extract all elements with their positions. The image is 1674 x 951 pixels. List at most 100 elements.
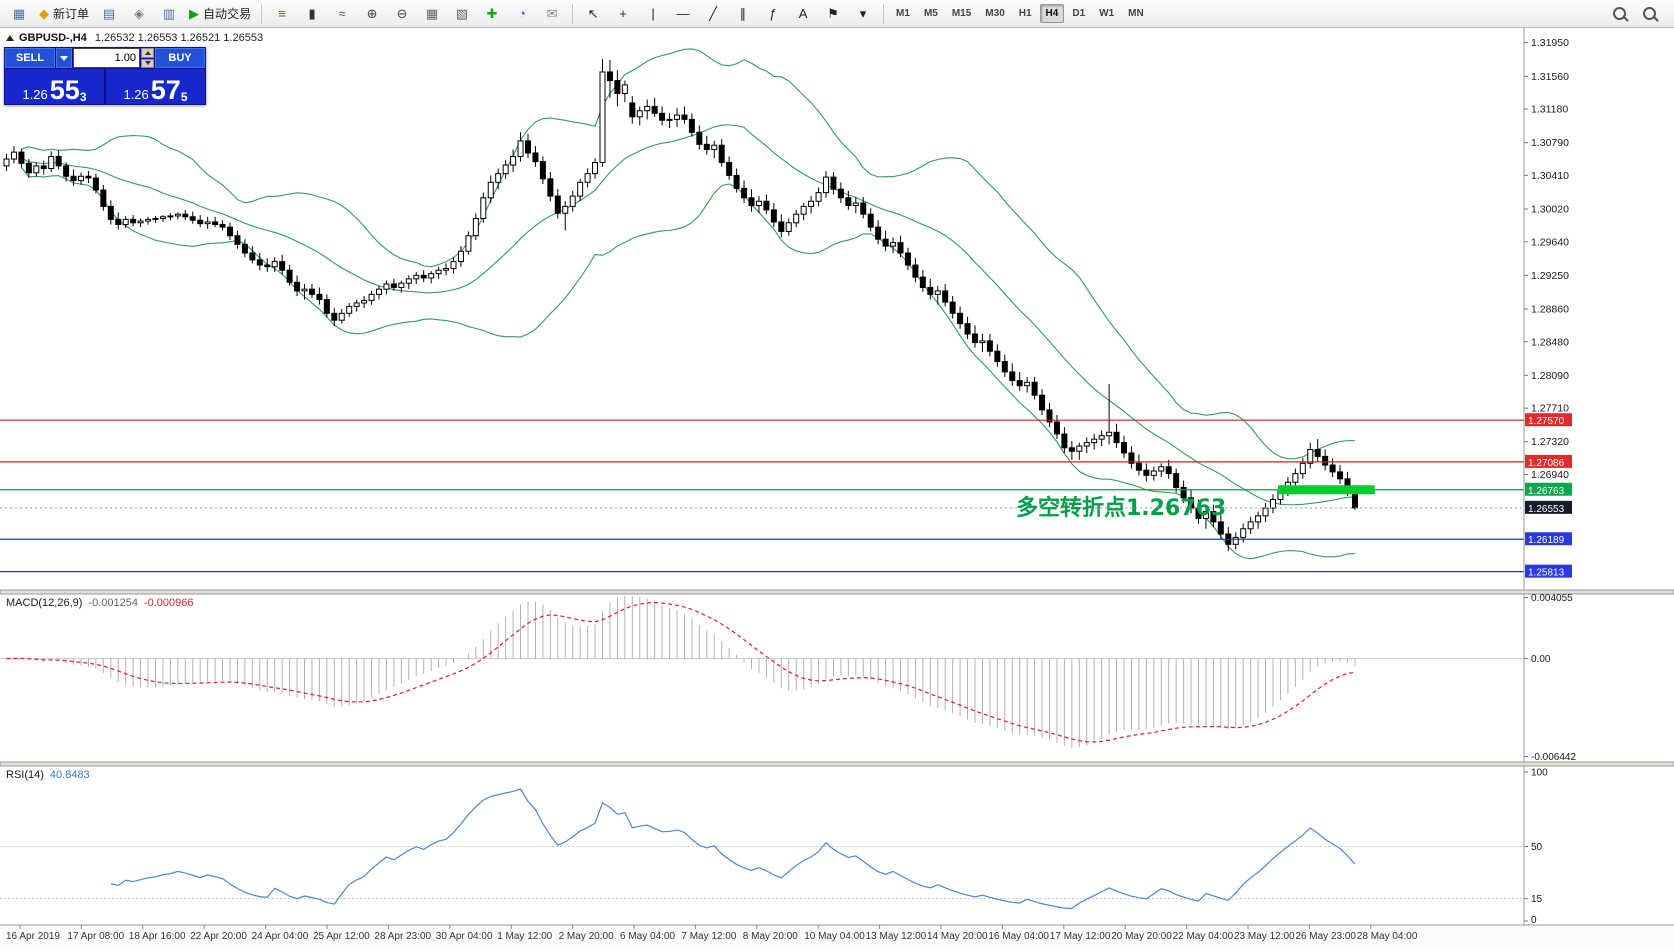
buy-price-big: 57 <box>150 75 181 105</box>
channel-icon[interactable]: ∥ <box>729 3 757 25</box>
templates-icon[interactable]: ✉ <box>538 3 566 25</box>
svg-text:6 May 04:00: 6 May 04:00 <box>620 931 675 942</box>
zoom-out-icon: ⊖ <box>396 6 408 21</box>
horizontal-line-icon: — <box>676 6 690 21</box>
svg-text:1.29640: 1.29640 <box>1531 236 1569 248</box>
timeframe-m15-button[interactable]: M15 <box>951 8 972 19</box>
svg-text:13 May 12:00: 13 May 12:00 <box>866 931 927 942</box>
sell-price-display[interactable]: 1.26 55 3 <box>5 69 104 104</box>
candles-layer <box>3 59 1358 552</box>
zoom-in-icon[interactable]: ⊕ <box>358 3 386 25</box>
autotrading-button[interactable]: ▶ 自动交易 <box>185 3 255 25</box>
timeframe-h4-button[interactable]: H4 <box>1039 4 1065 23</box>
new-order-icon: ◆ <box>39 6 49 21</box>
timeframe-m30-button[interactable]: M30 <box>985 8 1005 19</box>
svg-text:1.28090: 1.28090 <box>1531 370 1569 382</box>
autotrading-icon: ▶ <box>189 6 200 21</box>
svg-text:1.30410: 1.30410 <box>1531 170 1569 182</box>
buy-price-prefix: 1.26 <box>123 87 149 102</box>
shapes-menu-icon[interactable]: ▾ <box>849 3 877 25</box>
sell-price-pip: 3 <box>79 90 87 104</box>
macd-indicator-label: MACD(12,26,9) -0.001254 -0.000966 <box>6 597 194 609</box>
fibonacci-icon[interactable]: ƒ <box>759 3 787 25</box>
zoom-out-icon[interactable]: ⊖ <box>388 3 416 25</box>
market-watch-icon: ▤ <box>102 6 116 21</box>
line-chart-icon[interactable]: ≈ <box>328 3 356 25</box>
svg-text:50: 50 <box>1531 842 1543 853</box>
svg-text:24 Apr 04:00: 24 Apr 04:00 <box>252 931 309 942</box>
svg-text:16 Apr 2019: 16 Apr 2019 <box>6 931 60 942</box>
svg-text:100: 100 <box>1531 768 1548 779</box>
buy-price-display[interactable]: 1.26 57 5 <box>106 69 205 104</box>
volume-increase-button[interactable] <box>141 48 154 58</box>
svg-text:1.31560: 1.31560 <box>1531 71 1569 83</box>
svg-text:1.30020: 1.30020 <box>1531 204 1569 216</box>
toolbar-right-group <box>1604 3 1664 25</box>
toolbar-separator <box>572 3 574 24</box>
volume-dropdown-button[interactable] <box>56 48 72 68</box>
quick-search-icon[interactable] <box>1635 3 1663 25</box>
chart-annotation: 多空转折点1.26763 <box>1016 496 1227 521</box>
vertical-line-icon: | <box>651 6 655 21</box>
horizontal-lines <box>0 419 1524 573</box>
symbol-search-icon[interactable] <box>1605 3 1633 25</box>
charts-grid-icon[interactable]: ▦ <box>5 3 33 25</box>
volume-decrease-button[interactable] <box>141 58 154 68</box>
rsi-panel: 100 50 15 0 <box>0 768 1548 926</box>
timeframe-m5-button[interactable]: M5 <box>923 8 938 19</box>
new-order-button[interactable]: ◆ 新订单 <box>35 3 93 25</box>
tile-windows-icon: ▦ <box>425 6 439 21</box>
text-icon: A <box>798 6 808 21</box>
sell-button[interactable]: SELL <box>5 48 55 68</box>
trendline-icon[interactable]: ╱ <box>699 3 727 25</box>
timeframe-h1-button[interactable]: H1 <box>1018 8 1032 19</box>
timeframe-m1-button[interactable]: M1 <box>896 8 910 19</box>
buy-button[interactable]: BUY <box>155 48 205 68</box>
text-icon[interactable]: A <box>789 3 817 25</box>
symbol-search-icon <box>1612 7 1626 20</box>
candlestick-chart-icon[interactable]: ▮ <box>298 3 326 25</box>
candlestick-chart-icon: ▮ <box>308 6 316 21</box>
fibonacci-icon: ƒ <box>769 6 777 21</box>
panel-separators <box>0 589 1674 951</box>
indicators-icon[interactable]: ✚ <box>478 3 506 25</box>
timeframe-mn-button[interactable]: MN <box>1128 8 1144 19</box>
volume-input[interactable]: 1.00 <box>73 48 140 68</box>
charts-grid-icon: ▦ <box>12 6 26 21</box>
svg-text:30 Apr 04:00: 30 Apr 04:00 <box>436 931 493 942</box>
svg-text:1.30790: 1.30790 <box>1531 137 1569 149</box>
svg-text:28 Apr 23:00: 28 Apr 23:00 <box>374 931 431 942</box>
vertical-line-icon[interactable]: | <box>639 3 667 25</box>
periods-icon: ◔ <box>518 6 526 21</box>
timeframe-d1-button[interactable]: D1 <box>1072 8 1086 19</box>
svg-text:16 May 04:00: 16 May 04:00 <box>988 931 1049 942</box>
one-click-collapse-icon[interactable] <box>6 35 14 41</box>
periods-icon[interactable]: ◔ <box>508 3 536 25</box>
timeframe-w1-button[interactable]: W1 <box>1099 8 1115 19</box>
svg-text:17 Apr 08:00: 17 Apr 08:00 <box>67 931 124 942</box>
new-order-button-label: 新订单 <box>53 7 90 21</box>
svg-text:25 Apr 12:00: 25 Apr 12:00 <box>313 931 370 942</box>
cascade-windows-icon[interactable]: ▧ <box>448 3 476 25</box>
bar-chart-icon[interactable]: ≡ <box>268 3 296 25</box>
svg-text:22 Apr 20:00: 22 Apr 20:00 <box>190 931 247 942</box>
label-flag-icon[interactable]: ⚑ <box>819 3 847 25</box>
svg-text:18 Apr 16:00: 18 Apr 16:00 <box>129 931 186 942</box>
svg-text:0.00: 0.00 <box>1531 654 1551 665</box>
templates-icon: ✉ <box>546 6 558 21</box>
dropdown-icon <box>60 55 68 61</box>
tile-windows-icon[interactable]: ▦ <box>418 3 446 25</box>
zoom-in-icon: ⊕ <box>366 6 378 21</box>
svg-text:0.004055: 0.004055 <box>1531 593 1573 604</box>
horizontal-line-icon[interactable]: — <box>669 3 697 25</box>
buy-price-pip: 5 <box>180 90 188 104</box>
crosshair-icon[interactable]: + <box>609 3 637 25</box>
svg-text:23 May 12:00: 23 May 12:00 <box>1234 931 1295 942</box>
market-watch-icon[interactable]: ▤ <box>95 3 123 25</box>
terminal-icon[interactable]: ▥ <box>155 3 183 25</box>
spinner-down-icon <box>144 61 151 66</box>
navigator-icon[interactable]: ◈ <box>125 3 153 25</box>
cursor-icon[interactable]: ↖ <box>579 3 607 25</box>
svg-text:14 May 20:00: 14 May 20:00 <box>927 931 988 942</box>
volume-value: 1.00 <box>114 52 136 64</box>
